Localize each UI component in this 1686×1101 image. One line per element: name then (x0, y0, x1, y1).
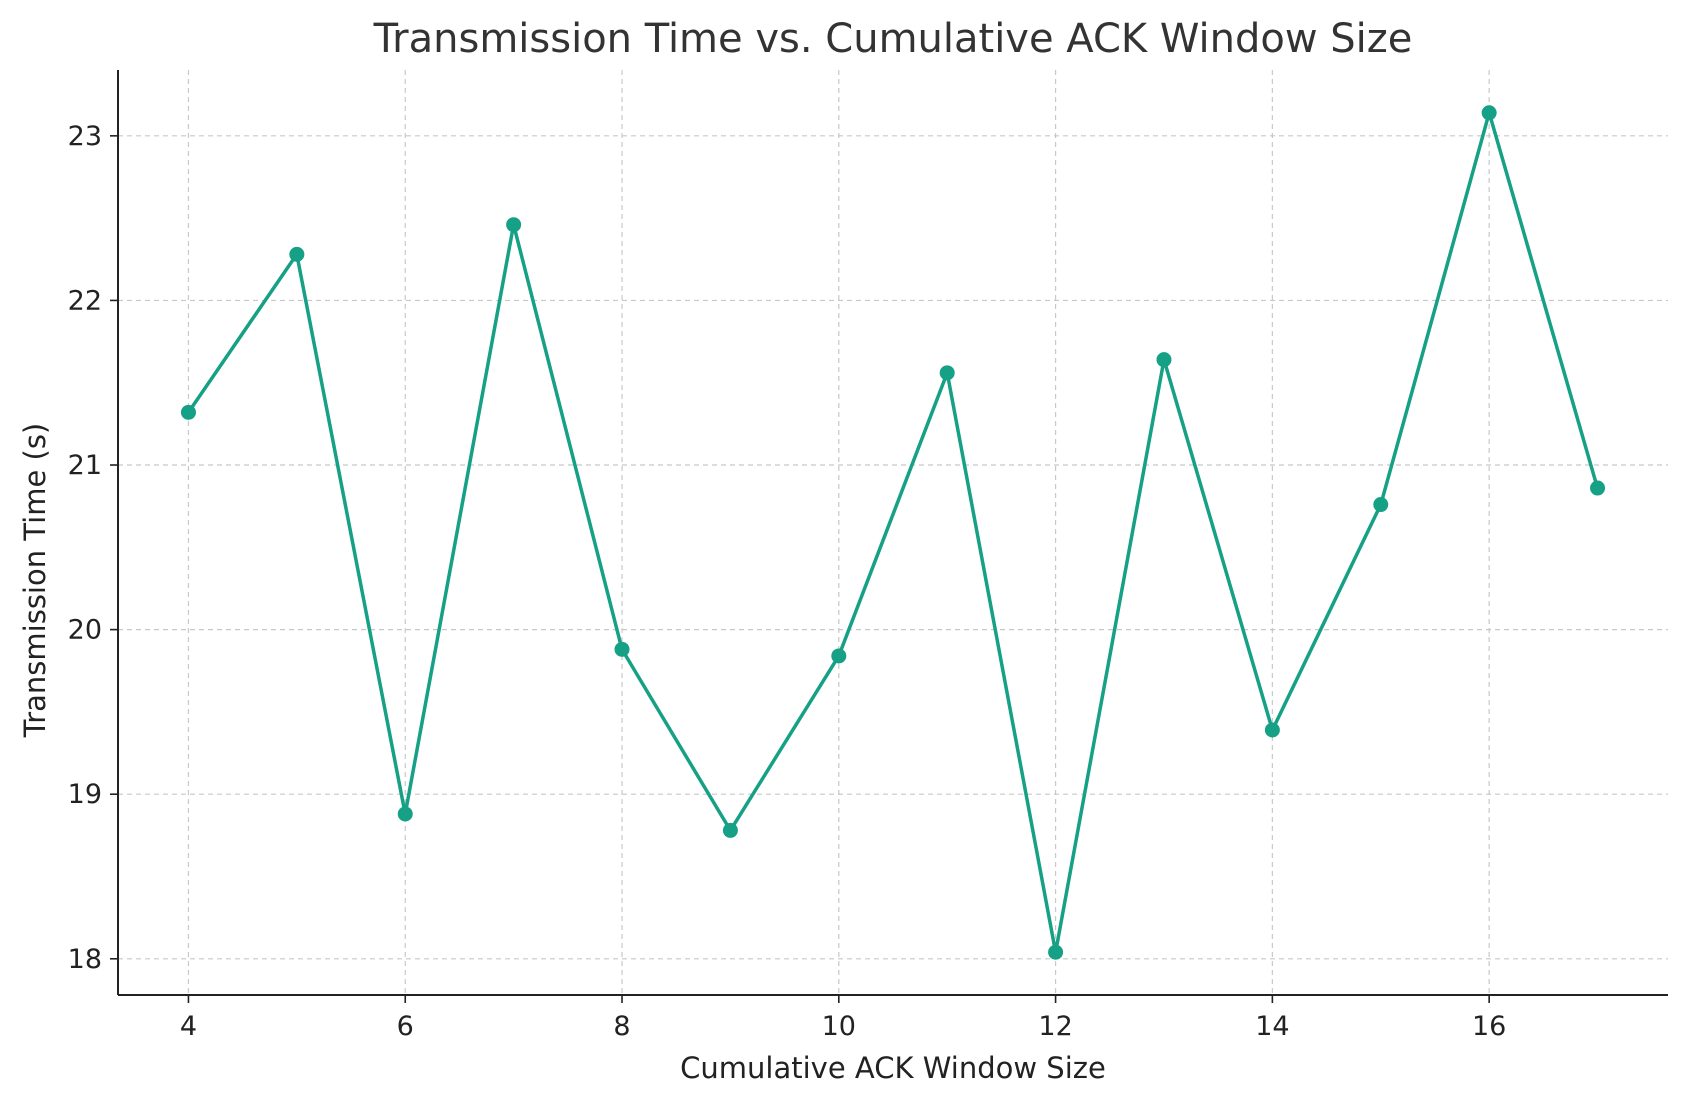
x-tick-label: 6 (397, 1011, 414, 1042)
data-point (1481, 105, 1497, 121)
x-tick-label: 12 (1038, 1011, 1072, 1042)
tick-labels: 4 6 8 10 12 14 16 18 19 20 21 22 23 (68, 121, 1507, 1042)
x-tick-label: 14 (1255, 1011, 1289, 1042)
axes (117, 70, 1668, 996)
data-point (1264, 722, 1280, 738)
data-point (506, 217, 522, 233)
y-axis-title: Transmission Time (s) (18, 423, 52, 738)
data-point (289, 246, 305, 262)
data-point (1590, 480, 1606, 496)
x-tick-label: 4 (180, 1011, 197, 1042)
data-point (831, 648, 847, 664)
data-point (939, 365, 955, 381)
data-point (614, 641, 630, 657)
y-tick-label: 23 (68, 121, 102, 152)
x-tick-label: 10 (822, 1011, 856, 1042)
y-tick-label: 20 (68, 615, 102, 646)
x-tick-label: 8 (613, 1011, 630, 1042)
grid (118, 70, 1668, 995)
y-tick-label: 22 (68, 285, 102, 316)
data-series (180, 105, 1606, 960)
y-tick-label: 19 (68, 779, 102, 810)
x-axis-title: Cumulative ACK Window Size (680, 1051, 1106, 1085)
data-point (1373, 497, 1389, 513)
x-tick-label: 16 (1472, 1011, 1506, 1042)
data-point (1156, 352, 1172, 368)
series-line (186, 111, 1600, 954)
data-point (722, 822, 738, 838)
data-point (397, 806, 413, 822)
y-tick-label: 18 (68, 944, 102, 975)
data-point (1048, 944, 1064, 960)
y-tick-label: 21 (68, 450, 102, 481)
chart-title: Transmission Time vs. Cumulative ACK Win… (373, 16, 1413, 62)
data-point (180, 404, 196, 420)
